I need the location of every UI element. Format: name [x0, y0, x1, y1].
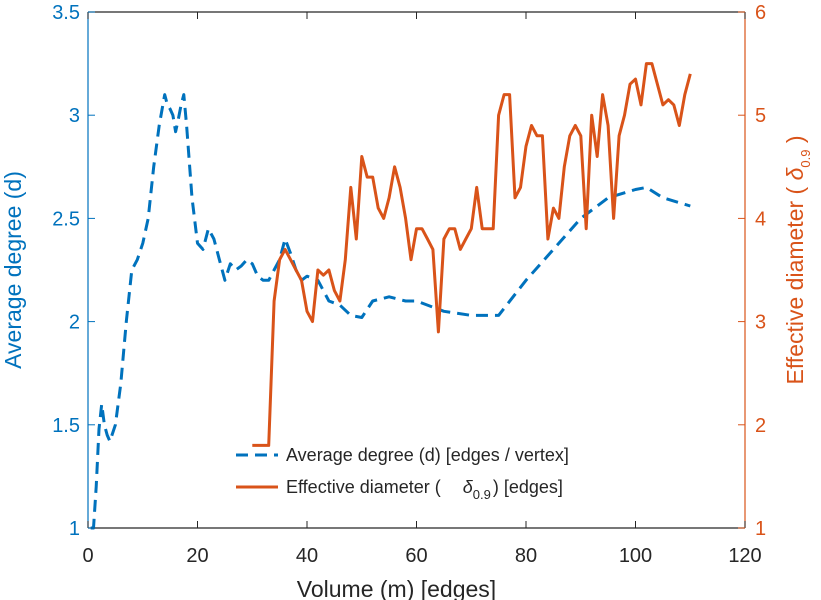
y-right-tick-label: 2 [755, 415, 766, 437]
y-left-tick-label: 3 [69, 105, 80, 127]
y-left-tick-label: 2.5 [52, 208, 80, 230]
y-left-tick-label: 3.5 [52, 2, 80, 24]
y-left-tick-label: 2 [69, 312, 80, 334]
x-axis-label: Volume (m) [edges] [297, 576, 496, 600]
y-right-tick-label: 6 [755, 2, 766, 24]
legend-label-2: Effective diameter (δ0.9) [edges] [286, 477, 563, 502]
y-right-tick-label: 3 [755, 312, 766, 334]
legend-label-1: Average degree (d) [edges / vertex] [286, 445, 569, 465]
x-tick-label: 100 [619, 545, 652, 567]
y-left-tick-label: 1.5 [52, 415, 80, 437]
x-tick-label: 80 [515, 545, 537, 567]
y-right-tick-label: 4 [755, 208, 766, 230]
series-line-2 [252, 62, 692, 447]
y-right-tick-label: 1 [755, 518, 766, 540]
x-tick-label: 40 [296, 545, 318, 567]
y-axis-left-label: Average degree (d) [0, 171, 26, 369]
y-right-tick-label: 5 [755, 105, 766, 127]
x-tick-label: 120 [728, 545, 761, 567]
y-axis-right-label: Effective diameter ( δ0.9 ) [782, 135, 813, 384]
y-left-tick-label: 1 [69, 518, 80, 540]
x-tick-label: 20 [186, 545, 208, 567]
x-tick-label: 60 [405, 545, 427, 567]
x-tick-label: 0 [82, 545, 93, 567]
